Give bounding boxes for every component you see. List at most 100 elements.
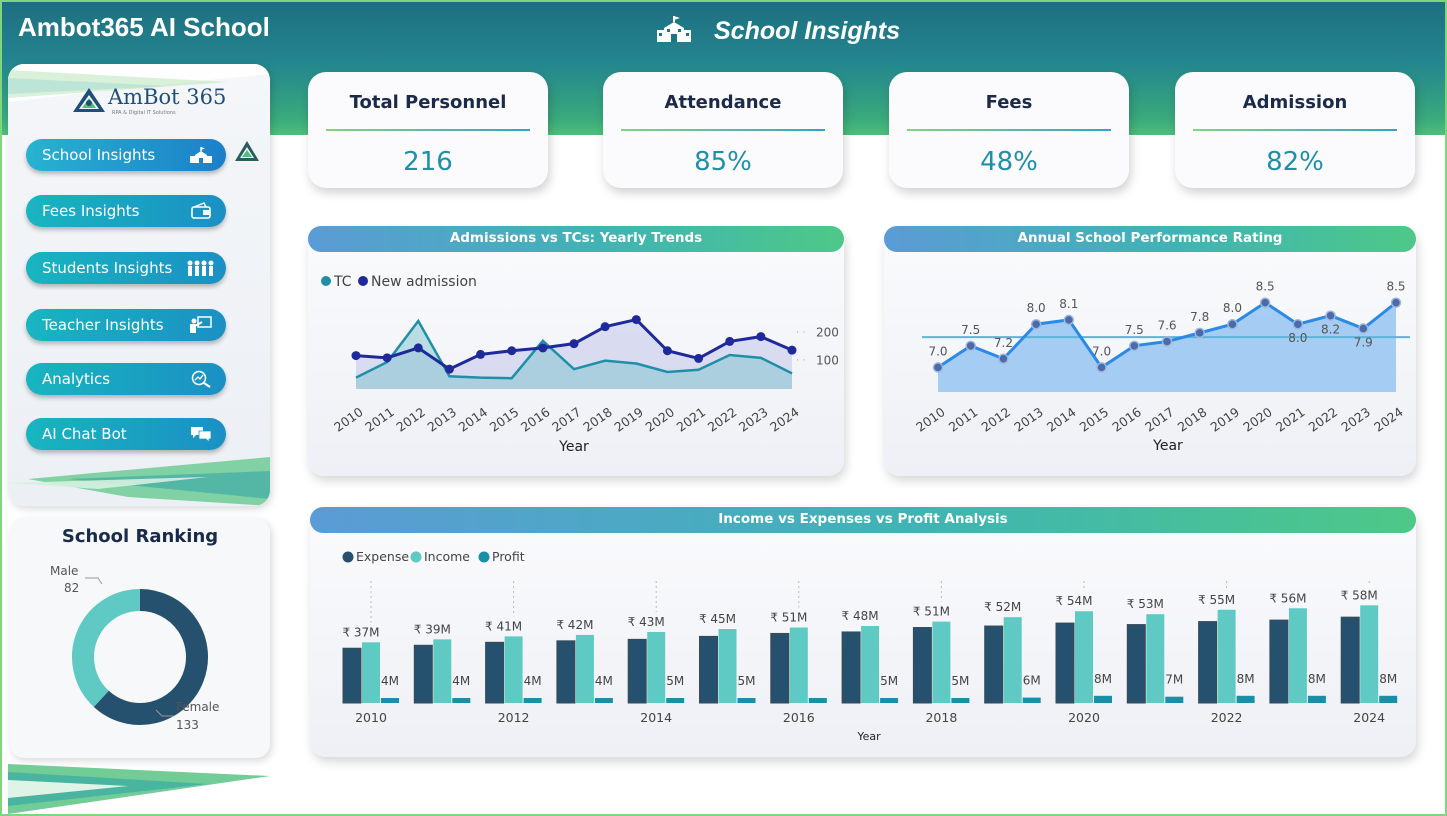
rating-data-label: 7.0 [928, 344, 947, 358]
rating-data-label: 7.8 [1190, 310, 1209, 324]
x-tick-label: 2017 [549, 404, 584, 435]
x-tick-label: 2023 [1338, 404, 1373, 435]
income-bar [861, 626, 880, 703]
rating-point [998, 353, 1009, 365]
new-admission-point [569, 339, 579, 349]
school-ranking-donut: Male 82 Female 133 [50, 564, 219, 732]
profit-bar [808, 698, 827, 703]
nav-fees-insights[interactable]: Fees Insights [26, 195, 226, 227]
kpi-value: 216 [403, 147, 453, 177]
rating-data-label: 7.6 [1157, 319, 1176, 333]
donut-slice-female [93, 589, 208, 725]
profit-bar [452, 698, 471, 703]
teacher-board-icon [190, 316, 212, 333]
profit-data-label: 8M [1379, 672, 1397, 686]
sidebar: AmBot 365 RPA & Digital IT Solutions Sch… [8, 64, 270, 506]
profit-data-label: 7M [1165, 673, 1183, 687]
x-axis-title: Year [856, 730, 881, 743]
rating-point [1161, 336, 1173, 347]
x-tick-label: 2018 [580, 404, 615, 435]
donut-value-female: 133 [176, 718, 199, 732]
rating-point [1325, 310, 1336, 321]
nav-school-insights[interactable]: School Insights [26, 139, 226, 171]
rating-data-label: 7.5 [961, 323, 980, 337]
new-admission-point [507, 346, 517, 356]
expense-data-label: ₹ 37M [342, 625, 379, 639]
nav-teacher-insights[interactable]: Teacher Insights [26, 309, 226, 341]
expense-data-label: ₹ 51M [770, 611, 807, 625]
profit-bar [880, 698, 899, 703]
expense-bar [912, 627, 932, 704]
nav-label: Analytics [42, 370, 111, 388]
expense-data-label: ₹ 41M [485, 619, 522, 633]
nav-label: School Insights [42, 146, 156, 164]
performance-rating-chart: 7.0 7.5 7.2 8.0 8.1 7.0 7.5 7.6 7.8 8.0 8.5 8.0 8.2 7… [913, 280, 1410, 454]
nav-students-insights[interactable]: Students Insights [26, 252, 226, 284]
nav-analytics[interactable]: Analytics [26, 363, 226, 395]
school-ranking-title: School Ranking [61, 526, 219, 547]
new-admission-point [413, 343, 423, 353]
kpi-title: Attendance [664, 92, 782, 113]
x-tick-label: 2024 [767, 404, 802, 435]
expense-bar [1198, 621, 1218, 704]
expense-bar [1340, 616, 1360, 704]
kpi-card-fees: Fees 48% [889, 72, 1129, 188]
income-bar [1217, 609, 1236, 703]
x-tick-label: 2023 [736, 404, 771, 435]
donut-leader-female [155, 709, 174, 717]
x-axis-title: Year [558, 439, 589, 455]
legend-label-profit: Profit [492, 549, 525, 564]
x-tick-label: 2016 [1109, 404, 1144, 435]
rating-data-label: 7.5 [1125, 323, 1144, 337]
new-admission-point [631, 315, 641, 325]
expense-data-label: ₹ 55M [1198, 593, 1235, 607]
legend-marker-tc [321, 276, 331, 286]
rating-data-label: 7.2 [994, 336, 1013, 350]
kpi-title: Fees [985, 92, 1033, 113]
page-title: School Insights [714, 17, 901, 45]
expense-bar [770, 632, 790, 704]
profit-bar [594, 698, 613, 703]
chat-bubbles-icon [191, 427, 212, 443]
profit-data-label: 5M [951, 674, 969, 688]
profit-data-label: 5M [880, 674, 898, 688]
nav-label: Fees Insights [42, 202, 140, 220]
rating-data-label: 8.5 [1256, 280, 1275, 294]
new-admission-point [662, 346, 672, 356]
legend-marker-income [410, 551, 422, 563]
nav-ai-chat-bot[interactable]: AI Chat Bot [26, 418, 226, 450]
kpi-divider [621, 129, 825, 131]
new-admission-point [756, 332, 766, 342]
x-tick-label: 2010 [355, 710, 387, 725]
y-tick-dots: · · [796, 327, 806, 338]
income-bar [1360, 605, 1379, 703]
x-tick-label: 2020 [1068, 710, 1100, 725]
income-bar [647, 631, 666, 703]
finance-chart-panel: Income vs Expenses vs Profit Analysis Ex… [310, 507, 1416, 757]
rating-data-label: 8.0 [1027, 301, 1046, 315]
donut-leader-male [85, 577, 103, 585]
profit-data-label: 8M [1094, 672, 1112, 686]
x-tick-label: 2022 [1306, 404, 1341, 435]
profit-bar [951, 698, 970, 703]
x-tick-label: 2022 [705, 404, 740, 435]
profit-data-label: 6M [1023, 674, 1041, 688]
profit-bar [737, 698, 756, 703]
nav-label: Teacher Insights [42, 316, 164, 334]
logo-tagline: RPA & Digital IT Solutions [112, 110, 176, 116]
kpi-divider [907, 129, 1111, 131]
rating-point [932, 362, 944, 373]
new-admission-point [694, 353, 704, 363]
brand-title: Ambot365 AI School [18, 12, 270, 42]
expense-data-label: ₹ 58M [1341, 588, 1378, 602]
legend-marker-new-admission [358, 276, 368, 286]
expense-bar [413, 644, 433, 704]
x-tick-label: 2014 [456, 404, 491, 435]
x-tick-label: 2015 [1077, 404, 1112, 435]
rating-point [1227, 318, 1238, 330]
x-tick-label: 2012 [978, 404, 1013, 435]
kpi-card-admission: Admission 82% [1175, 72, 1415, 188]
income-bar [362, 642, 380, 703]
